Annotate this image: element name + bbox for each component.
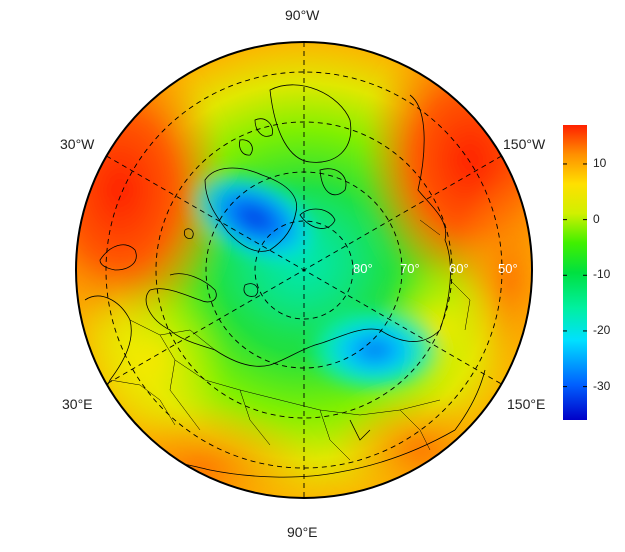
colorbar-tick-label: -30: [593, 378, 611, 393]
lon-label-30w: 30°W: [60, 136, 95, 152]
colorbar-tick-label: 0: [593, 211, 600, 226]
colorbar-gradient: [563, 125, 587, 420]
lon-label-150w: 150°W: [503, 136, 546, 152]
lon-label-150e: 150°E: [507, 396, 546, 412]
lat-label-60: 60°: [449, 261, 469, 276]
lat-labels: 80° 70° 60° 50°: [353, 261, 518, 276]
colorbar-tick-label: 10: [593, 155, 607, 170]
lon-label-90e: 90°E: [287, 524, 318, 540]
colorbar-tick-label: -20: [593, 322, 611, 337]
lat-label-80: 80°: [353, 261, 373, 276]
coastlines: [84, 84, 486, 478]
lat-circle-80: [254, 220, 354, 320]
colorbar-ticks: [563, 163, 587, 388]
colorbar: [563, 125, 587, 420]
lat-label-70: 70°: [400, 261, 420, 276]
meridian-150w-30e: [106, 155, 502, 385]
colorbar-tick-label: -10: [593, 267, 611, 282]
lon-label-30e: 30°E: [62, 396, 93, 412]
graticule: [105, 42, 503, 498]
lat-circle-60: [155, 121, 453, 419]
lat-label-50: 50°: [498, 261, 518, 276]
temperature-field: [76, 42, 532, 498]
country-borders: [109, 219, 471, 461]
lon-label-90w: 90°W: [285, 7, 320, 23]
map-boundary: [75, 41, 533, 499]
